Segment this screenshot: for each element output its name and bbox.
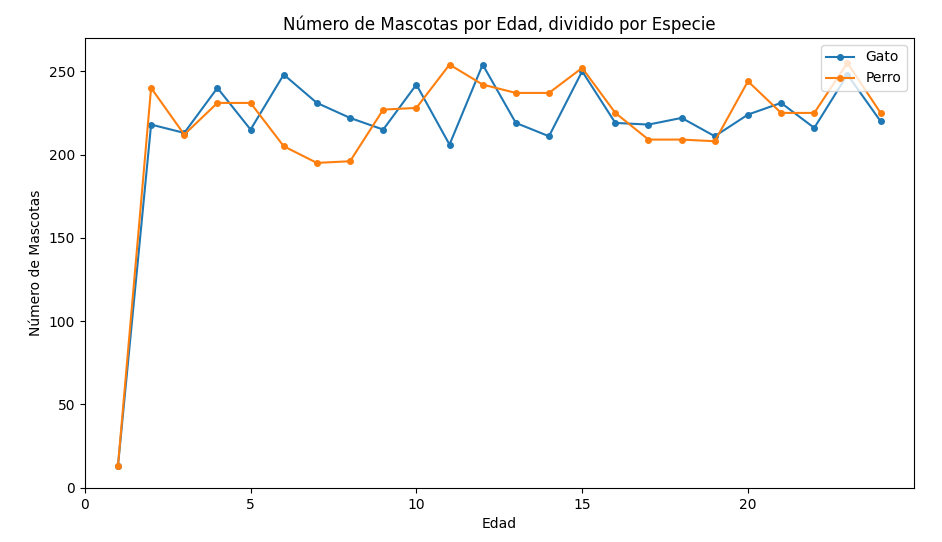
Title: Número de Mascotas por Edad, dividido por Especie: Número de Mascotas por Edad, dividido po… [283,15,716,34]
Perro [477,81,488,88]
Perro [577,64,588,71]
Gato [245,126,256,133]
Perro [179,131,190,138]
Gato [477,61,488,68]
Gato [179,130,190,136]
Gato [642,121,654,128]
Gato [278,72,289,78]
Perro [676,137,688,143]
Gato [345,115,356,121]
Gato [544,133,555,139]
Perro [378,106,389,113]
Perro [212,100,223,106]
Perro [444,61,455,68]
Gato [145,121,156,128]
Perro [609,109,621,116]
Perro [544,89,555,96]
Gato [378,126,389,133]
Perro [411,105,422,111]
Perro [709,138,721,145]
Gato [775,100,787,106]
Perro [775,109,787,116]
Gato [875,118,886,125]
Perro [145,85,156,91]
Gato [577,68,588,74]
Perro [278,143,289,150]
Y-axis label: Número de Mascotas: Número de Mascotas [29,190,43,336]
Gato [511,120,522,126]
Line: Gato: Gato [115,62,884,469]
Perro [742,78,754,85]
Perro [112,463,123,469]
Gato [742,111,754,118]
Perro [511,89,522,96]
Perro [642,137,654,143]
Perro [875,109,886,116]
Gato [676,115,688,121]
Perro [345,158,356,164]
Perro [311,160,322,166]
Perro [808,109,820,116]
Perro [842,60,853,66]
Gato [311,100,322,106]
Gato [444,141,455,148]
Gato [212,85,223,91]
Gato [112,463,123,469]
Gato [808,125,820,131]
Gato [709,133,721,139]
Gato [842,72,853,78]
Line: Perro: Perro [115,60,884,469]
Perro [245,100,256,106]
X-axis label: Edad: Edad [481,517,517,531]
Legend: Gato, Perro: Gato, Perro [820,45,907,91]
Gato [411,81,422,88]
Gato [609,120,621,126]
